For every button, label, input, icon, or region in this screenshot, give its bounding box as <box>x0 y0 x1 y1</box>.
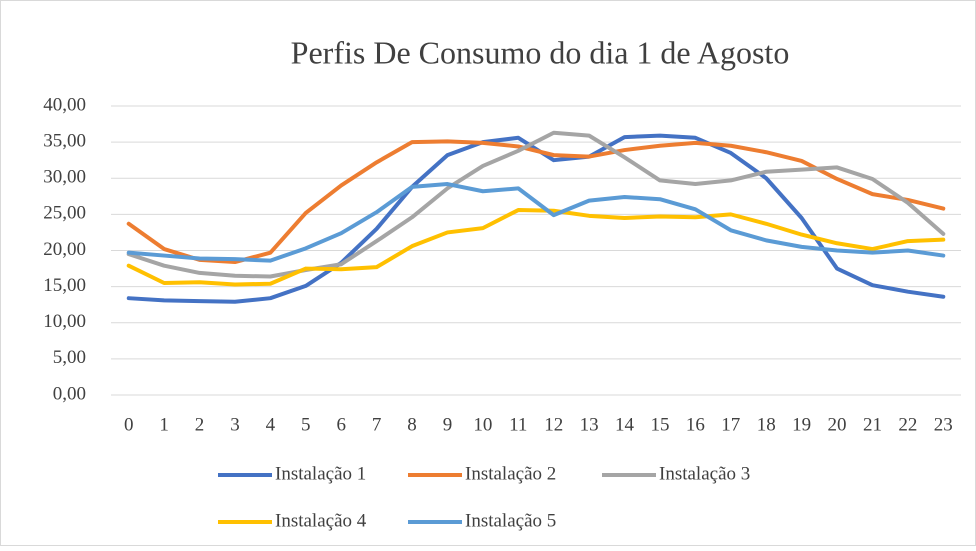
legend-label: Instalação 4 <box>275 510 367 531</box>
x-tick-label: 21 <box>863 414 882 435</box>
chart-title: Perfis De Consumo do dia 1 de Agosto <box>291 34 790 70</box>
x-tick-label: 18 <box>757 414 776 435</box>
x-tick-label: 10 <box>473 414 492 435</box>
x-tick-label: 1 <box>159 414 169 435</box>
line-series <box>126 130 946 279</box>
line-series <box>126 182 946 263</box>
x-tick-label: 7 <box>372 414 382 435</box>
y-tick-label: 0,00 <box>53 383 86 404</box>
x-tick-label: 14 <box>615 414 635 435</box>
x-tick-label: 3 <box>230 414 240 435</box>
x-tick-label: 2 <box>195 414 205 435</box>
y-tick-label: 40,00 <box>43 94 86 115</box>
line-series <box>126 208 946 287</box>
legend-label: Instalação 1 <box>275 463 366 484</box>
x-tick-label: 9 <box>443 414 453 435</box>
y-tick-label: 20,00 <box>43 239 86 260</box>
x-tick-label: 8 <box>407 414 417 435</box>
y-tick-label: 5,00 <box>53 347 86 368</box>
y-tick-label: 35,00 <box>43 130 86 151</box>
line-series <box>126 139 946 265</box>
legend-label: Instalação 5 <box>465 510 556 531</box>
x-tick-label: 0 <box>124 414 134 435</box>
legend-label: Instalação 3 <box>659 463 750 484</box>
x-tick-label: 12 <box>544 414 563 435</box>
x-tick-label: 19 <box>792 414 811 435</box>
x-tick-label: 4 <box>266 414 276 435</box>
y-tick-label: 10,00 <box>43 311 86 332</box>
y-tick-label: 30,00 <box>43 167 86 188</box>
x-tick-label: 15 <box>650 414 669 435</box>
x-tick-label: 23 <box>934 414 953 435</box>
x-tick-label: 13 <box>580 414 599 435</box>
x-tick-label: 20 <box>828 414 847 435</box>
x-tick-label: 17 <box>721 414 740 435</box>
legend-label: Instalação 2 <box>465 463 556 484</box>
x-tick-label: 6 <box>336 414 346 435</box>
x-tick-label: 22 <box>898 414 917 435</box>
x-tick-label: 11 <box>509 414 527 435</box>
x-tick-label: 5 <box>301 414 311 435</box>
y-tick-label: 15,00 <box>43 275 86 296</box>
x-tick-label: 16 <box>686 414 705 435</box>
y-tick-label: 25,00 <box>43 203 86 224</box>
